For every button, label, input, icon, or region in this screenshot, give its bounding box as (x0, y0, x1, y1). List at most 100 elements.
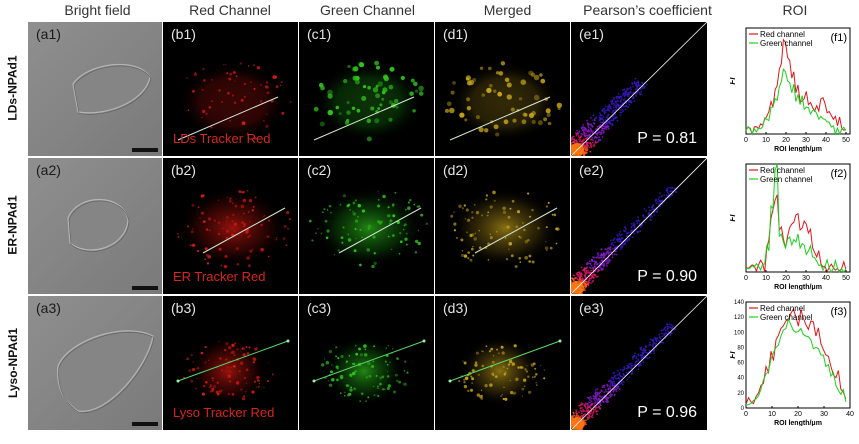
series-line-red-channel (745, 194, 847, 274)
red-channel-image: Lyso Tracker Red (b3) (163, 296, 298, 430)
panel-label: (f2) (831, 168, 848, 180)
legend-label: Red channel (760, 166, 805, 175)
x-tick-label: 20 (794, 411, 802, 418)
series-line-green-channel (745, 67, 847, 136)
roi-chart: Red channel Green channel (f2) 0 10 20 30 40 50 R… (728, 160, 856, 291)
pearson-scatter-image: P = 0.96 (e3) (571, 296, 707, 430)
panel-label: (b2) (171, 162, 196, 178)
pearson-scatter-image: P = 0.90 (e2) (571, 158, 707, 294)
legend-label: Red channel (760, 304, 805, 313)
x-tick-label: 40 (846, 411, 854, 418)
row-label-er: ER-NPAd1 (0, 158, 26, 292)
y-tick-label: 0 (741, 406, 745, 412)
merged-image: (d3) (435, 296, 570, 430)
roi-chart: Red channel Green channel (f3) 0 10 20 30 40 0 20… (728, 298, 856, 427)
tracker-label: LDs Tracker Red (173, 131, 271, 146)
bright-field-image: (a2) (28, 158, 162, 294)
column-header-merged: Merged (483, 2, 532, 18)
scale-bar (132, 286, 158, 290)
y-tick-label: 100 (734, 330, 745, 336)
pearson-value: P = 0.81 (637, 130, 697, 147)
green-channel-image: (c3) (299, 296, 434, 430)
x-axis-label: ROI length/μm (774, 284, 822, 290)
merged-image: (d1) (435, 22, 570, 156)
green-channel-image: (c2) (299, 158, 434, 294)
bright-field-image: (a3) (28, 296, 162, 430)
x-tick-label: 20 (782, 137, 790, 144)
x-axis-label: ROI length/μm (774, 420, 822, 426)
panel-label: (b1) (171, 26, 196, 42)
row-label-lds-text: LDs-NPAd1 (6, 55, 20, 121)
scale-bar (132, 148, 158, 152)
x-tick-label: 0 (744, 275, 748, 282)
panel-label: (c1) (307, 26, 332, 42)
panel-label: (c3) (307, 300, 332, 316)
column-header-pearson: Pearson’s coefficient (583, 2, 712, 18)
series-line-green-channel (745, 317, 847, 406)
panel-label: (d2) (443, 162, 468, 178)
x-tick-label: 40 (822, 275, 830, 282)
column-header-red-channel: Red Channel (189, 2, 271, 18)
panel-label: (e1) (579, 26, 604, 42)
scale-bar (132, 422, 158, 426)
red-channel-image: ER Tracker Red (b2) (163, 158, 298, 294)
pearson-value: P = 0.90 (637, 268, 697, 285)
series-line-red-channel (745, 38, 847, 136)
legend-label: Red channel (760, 30, 805, 39)
x-tick-label: 10 (768, 411, 776, 418)
roi-chart: Red channel Green channel (f1) 0 10 20 30 40 50 R… (728, 24, 856, 153)
tracker-label: ER Tracker Red (173, 269, 266, 284)
x-tick-label: 30 (820, 411, 828, 418)
y-axis-label: FI (730, 214, 737, 222)
row-label-er-text: ER-NPAd1 (6, 195, 20, 255)
panel-label: (c2) (307, 162, 332, 178)
row-label-lyso: Lyso-NPAd1 (0, 296, 26, 430)
x-tick-label: 50 (842, 137, 850, 144)
column-header-roi: ROI (782, 2, 808, 18)
x-tick-label: 50 (842, 275, 850, 282)
y-axis-label: FI (730, 351, 737, 359)
red-channel-image: LDs Tracker Red (b1) (163, 22, 298, 156)
bright-field-image: (a1) (28, 22, 162, 156)
column-header-bright-field: Bright field (64, 2, 131, 18)
panel-label: (a3) (36, 300, 61, 316)
panel-label: (b3) (171, 300, 196, 316)
x-tick-label: 30 (802, 275, 810, 282)
plot-frame (745, 27, 851, 135)
series-line-green-channel (745, 163, 847, 274)
x-axis-label: ROI length/μm (774, 146, 822, 152)
tracker-label: Lyso Tracker Red (173, 405, 275, 420)
x-tick-label: 40 (822, 137, 830, 144)
x-tick-label: 0 (744, 411, 748, 418)
panel-label: (e2) (579, 162, 604, 178)
legend-label: Green channel (760, 175, 813, 184)
plot-frame (745, 163, 851, 273)
x-tick-label: 20 (782, 275, 790, 282)
panel-label: (d1) (443, 26, 468, 42)
panel-label: (f1) (831, 32, 848, 44)
panel-label: (a1) (36, 26, 61, 42)
y-axis-label: FI (730, 77, 737, 85)
column-header-green-channel: Green Channel (320, 2, 415, 18)
pearson-value: P = 0.96 (637, 404, 697, 421)
merged-image: (d2) (435, 158, 570, 294)
y-tick-label: 40 (737, 376, 744, 382)
y-tick-label: 60 (737, 361, 744, 367)
x-tick-label: 10 (762, 275, 770, 282)
panel-label: (e3) (579, 300, 604, 316)
x-tick-label: 0 (744, 137, 748, 144)
y-tick-label: 80 (737, 345, 744, 351)
panel-label: (a2) (36, 162, 61, 178)
x-tick-label: 10 (762, 137, 770, 144)
row-label-lyso-text: Lyso-NPAd1 (6, 327, 21, 399)
panel-label: (d3) (443, 300, 468, 316)
legend-label: Green channel (760, 39, 813, 48)
y-tick-label: 120 (734, 315, 745, 321)
y-tick-label: 20 (737, 391, 744, 397)
panel-label: (f3) (831, 306, 848, 318)
x-tick-label: 30 (802, 137, 810, 144)
y-tick-label: 140 (734, 300, 745, 306)
